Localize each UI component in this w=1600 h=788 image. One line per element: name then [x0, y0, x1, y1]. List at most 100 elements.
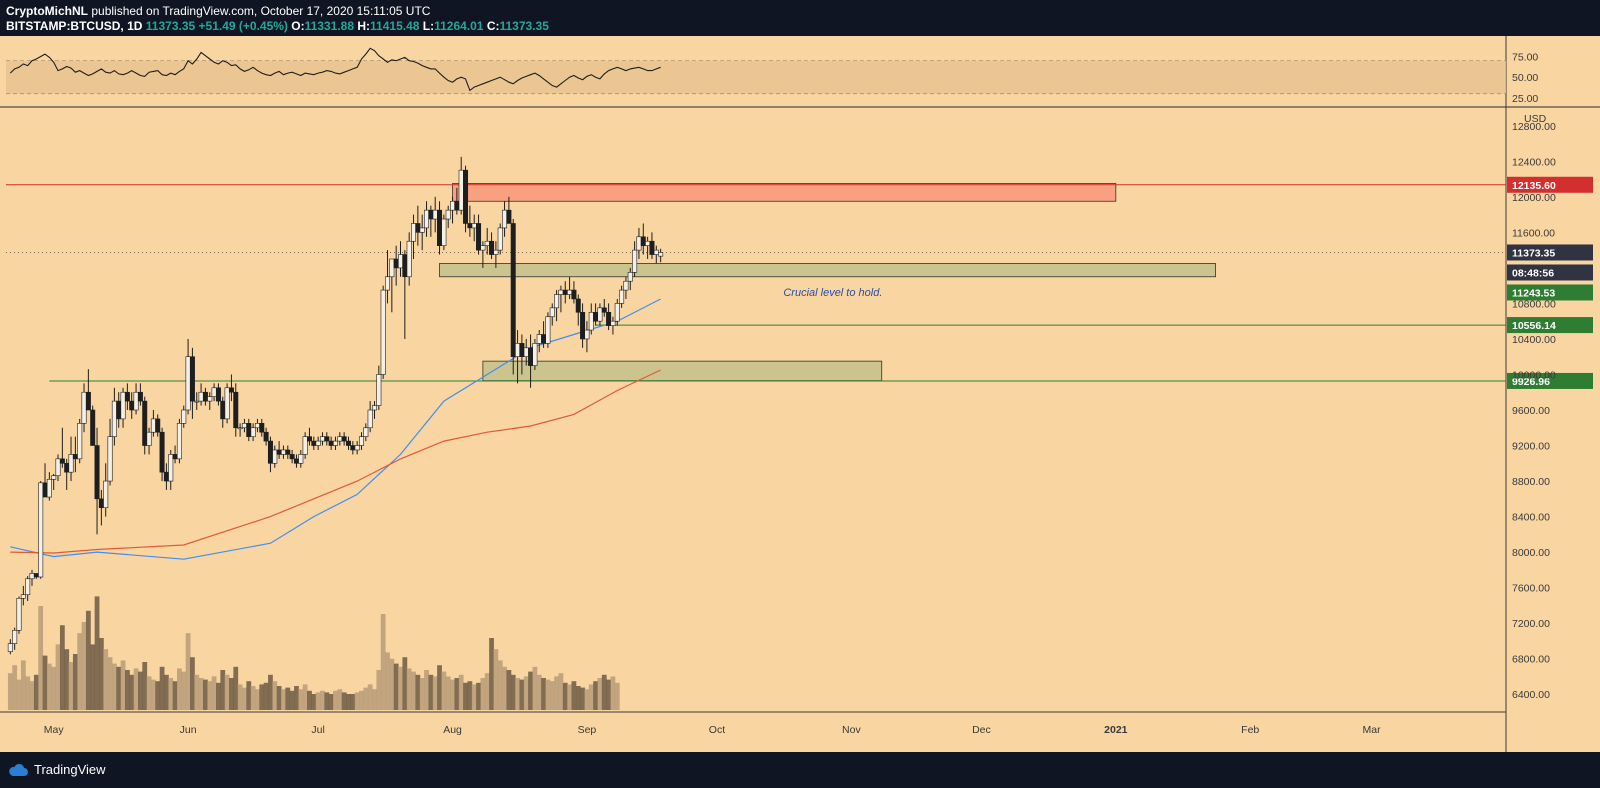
volume-bar [85, 610, 91, 710]
volume-bar [294, 686, 299, 710]
candle [363, 427, 369, 437]
candle [77, 423, 83, 460]
candle [476, 223, 482, 251]
candle [59, 458, 65, 464]
volume-bar [263, 682, 269, 710]
volume-bar [181, 671, 187, 710]
volume-bar [510, 674, 516, 710]
candle [276, 449, 282, 455]
volume-bar [12, 665, 18, 710]
candle [558, 289, 564, 295]
chart-area[interactable]: 75.00 50.00 25.00 12135.60 10556.14 9926.96 Cr… [0, 36, 1600, 752]
candle [528, 347, 534, 366]
candle [81, 391, 87, 424]
candle [233, 391, 239, 429]
symbol-label[interactable]: BITSTAMP:BTCUSD, 1D [6, 19, 143, 33]
candle [116, 400, 122, 420]
volume-bar [528, 671, 533, 710]
volume-bar [168, 678, 174, 710]
price-tick-label: 6400.00 [1512, 689, 1550, 701]
time-tick-label: Sep [578, 724, 597, 736]
candle [150, 418, 156, 433]
volume-bar [532, 666, 538, 710]
volume-bar [46, 663, 52, 710]
countdown-badge [1507, 264, 1593, 281]
candle [376, 374, 382, 406]
volume-bar [493, 649, 499, 710]
candle [354, 445, 360, 451]
price-tick-label: 11600.00 [1512, 227, 1555, 239]
high-value: 11415.48 [370, 19, 420, 33]
candle [619, 289, 625, 304]
candle [285, 449, 291, 455]
candle [645, 240, 651, 246]
candle [497, 227, 503, 251]
volume-bar [354, 692, 360, 710]
volume-bar [346, 694, 351, 710]
volume-bar [445, 676, 451, 710]
volume-bar [211, 676, 217, 710]
volume-bar [33, 674, 39, 710]
candle [42, 482, 48, 498]
candle [402, 254, 408, 278]
volume-bar [450, 679, 455, 710]
change-value: +51.49 (+0.45%) [198, 19, 288, 33]
candle [263, 431, 269, 442]
volume-bar [575, 686, 581, 710]
last-price-value: 11373.35 [145, 19, 196, 33]
volume-bar [203, 679, 208, 710]
candle [450, 200, 456, 211]
candle [159, 431, 165, 473]
candle [129, 400, 135, 411]
countdown-badge-text: 08:48:56 [1512, 267, 1554, 279]
volume-bar [185, 633, 191, 710]
candle [515, 343, 521, 358]
candle [20, 594, 26, 599]
author-name[interactable]: CryptoMichNL [6, 4, 88, 18]
high-label: H: [357, 19, 371, 33]
candle [124, 391, 130, 402]
candle [328, 440, 334, 446]
candle [445, 209, 451, 220]
candle [554, 294, 560, 309]
volume-bar [107, 657, 113, 710]
candle [267, 440, 273, 464]
volume-bar [519, 679, 525, 710]
price-tick-label: 7200.00 [1512, 618, 1550, 630]
candlestick-chart[interactable]: 75.00 50.00 25.00 12135.60 10556.14 9926.96 Cr… [0, 36, 1600, 752]
candle [55, 458, 61, 477]
volume-bar [497, 660, 503, 710]
annotation-text: Crucial level to hold. [783, 287, 882, 299]
candle [358, 436, 364, 446]
candle [406, 240, 412, 278]
candle [519, 343, 525, 358]
candle [549, 307, 555, 318]
candle [254, 423, 260, 429]
volume-bar [359, 690, 364, 710]
volume-bar [411, 671, 416, 710]
candle [137, 391, 143, 402]
candle [658, 252, 664, 257]
red-line-badge [1507, 176, 1593, 193]
volume-bar [597, 678, 603, 710]
candle [575, 298, 581, 313]
volume-bar [25, 676, 31, 710]
volume-bar [502, 666, 507, 710]
tradingview-logo[interactable]: TradingView [8, 762, 106, 777]
support-zone-upper [439, 263, 1216, 278]
candle [120, 391, 126, 420]
volume-bar [150, 679, 156, 710]
candle [606, 311, 612, 326]
volume-bar [259, 684, 265, 710]
green-line-2-badge [1507, 372, 1593, 389]
volume-bar [111, 663, 117, 710]
volume-bar [484, 673, 490, 710]
time-tick-label: Jun [180, 724, 197, 736]
candle [272, 449, 278, 464]
candle [237, 427, 243, 430]
tradingview-brand: TradingView [34, 762, 106, 777]
volume-bar [7, 673, 13, 710]
candle [484, 240, 490, 246]
candle [588, 311, 594, 331]
cloud-icon [9, 763, 28, 776]
